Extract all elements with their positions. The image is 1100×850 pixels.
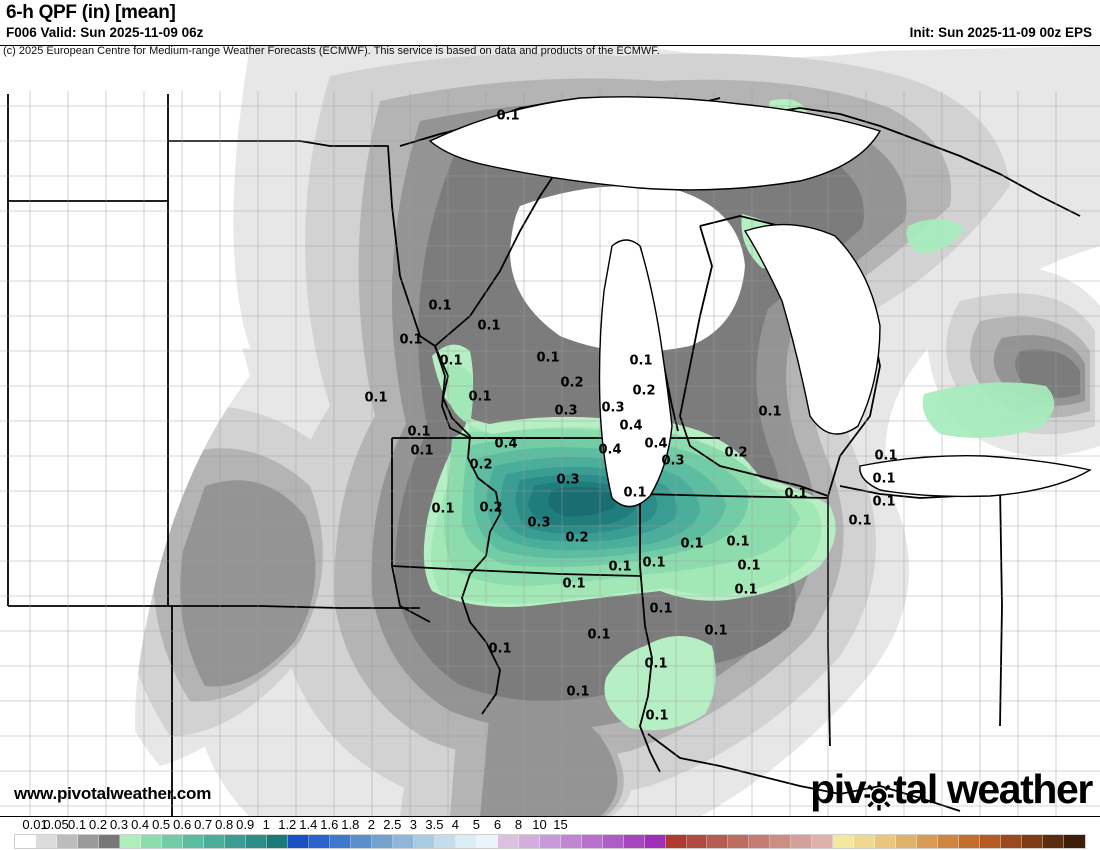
- colorbar-swatch[interactable]: [203, 835, 225, 848]
- lake-overlay-shading: [906, 218, 1055, 438]
- colorbar-swatch[interactable]: [182, 835, 204, 848]
- colorbar-swatch[interactable]: [287, 835, 309, 848]
- colorbar-swatch[interactable]: [245, 835, 267, 848]
- colorbar-tick: 0.4: [131, 817, 150, 832]
- colorbar-swatch[interactable]: [413, 835, 435, 848]
- pivotal-weather-logo: piv: [810, 766, 1093, 812]
- colorbar-swatch[interactable]: [770, 835, 792, 848]
- logo-text-post: tal weather: [893, 766, 1093, 812]
- gear-sun-icon: [864, 777, 894, 811]
- colorbar-tick: 8: [514, 817, 523, 832]
- site-url-watermark: www.pivotalweather.com: [14, 784, 212, 803]
- colorbar-swatch[interactable]: [371, 835, 393, 848]
- colorbar-swatch[interactable]: [56, 835, 78, 848]
- colorbar-tick: 1.6: [320, 817, 339, 832]
- colorbar-swatch[interactable]: [35, 835, 57, 848]
- init-time-text: Init: Sun 2025-11-09 00z EPS: [909, 25, 1092, 40]
- colorbar-swatch[interactable]: [1064, 835, 1086, 848]
- colorbar-swatch[interactable]: [959, 835, 981, 848]
- colorbar-swatch[interactable]: [350, 835, 372, 848]
- colorbar-tick-labels: 0.01 0.05 0.1 0.2 0.3 0.4 0.5 0.6 0.7 0.8 0.9 1 1.2 1…: [0, 817, 1100, 834]
- colorbar-swatch[interactable]: [140, 835, 162, 848]
- colorbar-swatch[interactable]: [1022, 835, 1044, 848]
- colorbar-swatch[interactable]: [224, 835, 246, 848]
- colorbar-tick: 1: [262, 817, 270, 832]
- colorbar-swatch[interactable]: [581, 835, 603, 848]
- colorbar-tick: 3.5: [425, 817, 444, 832]
- colorbar-tick: 6: [493, 817, 502, 832]
- colorbar-swatch[interactable]: [665, 835, 687, 848]
- colorbar-swatch[interactable]: [161, 835, 183, 848]
- colorbar-tick: 4: [451, 817, 460, 832]
- colorbar-swatch[interactable]: [686, 835, 708, 848]
- colorbar-swatch[interactable]: [980, 835, 1002, 848]
- valid-time-text: F006 Valid: Sun 2025-11-09 06z: [6, 25, 204, 40]
- colorbar-swatch[interactable]: [623, 835, 645, 848]
- colorbar-tick: 1.2: [278, 817, 297, 832]
- colorbar-swatch[interactable]: [812, 835, 834, 848]
- colorbar-swatch[interactable]: [476, 835, 498, 848]
- colorbar-swatch[interactable]: [833, 835, 855, 848]
- colorbar-swatch[interactable]: [644, 835, 666, 848]
- colorbar-tick: 2.5: [383, 817, 402, 832]
- colorbar-swatch[interactable]: [728, 835, 750, 848]
- logo-text-pre: piv: [810, 766, 866, 812]
- header: 6-h QPF (in) [mean] F006 Valid: Sun 2025…: [0, 0, 1100, 45]
- colorbar-tick: 0.9: [236, 817, 255, 832]
- colorbar-swatches[interactable]: [14, 834, 1086, 849]
- colorbar-swatch[interactable]: [1043, 835, 1065, 848]
- page-title: 6-h QPF (in) [mean]: [6, 2, 176, 23]
- colorbar-tick: 0.05: [43, 817, 69, 832]
- colorbar-tick: 10: [532, 817, 547, 832]
- colorbar-swatch[interactable]: [539, 835, 561, 848]
- colorbar-swatch[interactable]: [938, 835, 960, 848]
- colorbar-swatch[interactable]: [749, 835, 771, 848]
- colorbar-tick: 0.8: [215, 817, 234, 832]
- colorbar-swatch[interactable]: [455, 835, 477, 848]
- colorbar-tick: 0.7: [194, 817, 213, 832]
- colorbar[interactable]: 0.01 0.05 0.1 0.2 0.3 0.4 0.5 0.6 0.7 0.8 0.9 1 1.2 1…: [0, 817, 1100, 850]
- colorbar-tick: 0.3: [110, 817, 129, 832]
- colorbar-swatch[interactable]: [329, 835, 351, 848]
- colorbar-swatch[interactable]: [497, 835, 519, 848]
- colorbar-swatch[interactable]: [560, 835, 582, 848]
- colorbar-tick: 2: [367, 817, 375, 832]
- colorbar-swatch[interactable]: [707, 835, 729, 848]
- colorbar-tick: 0.6: [173, 817, 192, 832]
- colorbar-tick: 0.5: [152, 817, 171, 832]
- colorbar-tick: 1.8: [341, 817, 360, 832]
- qpf-band-0p45-core: [548, 487, 616, 517]
- colorbar-swatch[interactable]: [917, 835, 939, 848]
- map-canvas[interactable]: 0.1 0.1 0.1 0.1 0.1 0.1 0.1 0.1 0.2 0.2 0.1 0.3 0.3 0…: [0, 45, 1100, 817]
- colorbar-tick: 5: [472, 817, 481, 832]
- colorbar-swatch[interactable]: [98, 835, 120, 848]
- colorbar-tick: 3: [409, 817, 417, 832]
- great-lakes: [428, 96, 1092, 508]
- colorbar-swatch[interactable]: [119, 835, 141, 848]
- colorbar-swatch[interactable]: [896, 835, 918, 848]
- colorbar-swatch[interactable]: [266, 835, 288, 848]
- colorbar-swatch[interactable]: [602, 835, 624, 848]
- colorbar-swatch[interactable]: [875, 835, 897, 848]
- colorbar-swatch[interactable]: [308, 835, 330, 848]
- colorbar-tick: 0.1: [68, 817, 87, 832]
- colorbar-swatch[interactable]: [392, 835, 414, 848]
- colorbar-tick: 15: [553, 817, 568, 832]
- colorbar-tick: 1.4: [299, 817, 318, 832]
- colorbar-swatch[interactable]: [791, 835, 813, 848]
- colorbar-swatch[interactable]: [1001, 835, 1023, 848]
- qpf-contour-fill: [0, 46, 1100, 816]
- colorbar-swatch[interactable]: [15, 835, 36, 848]
- colorbar-swatch[interactable]: [854, 835, 876, 848]
- colorbar-swatch[interactable]: [518, 835, 540, 848]
- colorbar-tick: 0.2: [89, 817, 108, 832]
- colorbar-swatch[interactable]: [434, 835, 456, 848]
- colorbar-swatch[interactable]: [77, 835, 99, 848]
- colorbar-tick: 0.01: [22, 817, 48, 832]
